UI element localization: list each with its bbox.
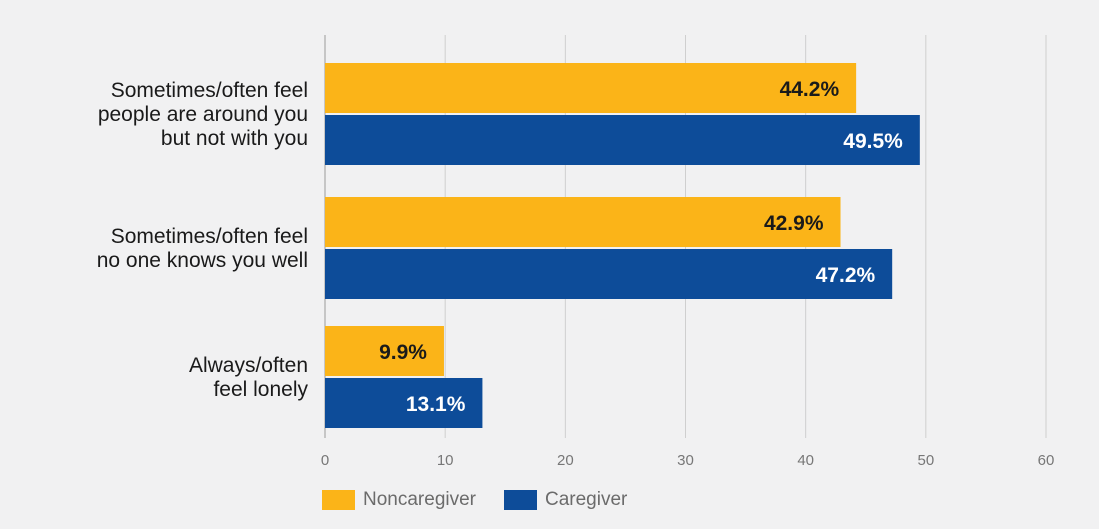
legend-item-noncaregiver: Noncaregiver [322, 489, 476, 511]
legend-swatch-caregiver [504, 490, 537, 510]
data-label: 42.9% [764, 212, 824, 235]
x-tick-label: 10 [437, 452, 454, 469]
category-label: Sometimes/often feel [111, 225, 308, 248]
x-tick-label: 0 [321, 452, 329, 469]
x-tick-label: 30 [677, 452, 694, 469]
x-tick-label: 40 [797, 452, 814, 469]
bar [325, 326, 444, 376]
bar [325, 197, 841, 247]
category-label: Sometimes/often feel [111, 79, 308, 102]
legend-swatch-noncaregiver [322, 490, 355, 510]
x-tick-label: 60 [1038, 452, 1055, 469]
category-label: feel lonely [213, 378, 308, 401]
bar [325, 378, 483, 428]
category-label: Always/often [189, 354, 308, 377]
legend-label-caregiver: Caregiver [545, 489, 628, 510]
data-label: 9.9% [379, 341, 427, 364]
category-label: people are around you [98, 103, 308, 126]
legend-item-caregiver: Caregiver [504, 489, 627, 511]
category-label: but not with you [161, 127, 308, 150]
x-tick-label: 50 [917, 452, 934, 469]
data-label: 44.2% [780, 78, 840, 101]
legend: Noncaregiver Caregiver [322, 489, 627, 511]
x-tick-label: 20 [557, 452, 574, 469]
data-label: 49.5% [843, 130, 903, 153]
category-label: no one knows you well [97, 249, 308, 272]
data-label: 13.1% [406, 393, 466, 416]
bar [325, 115, 920, 165]
bar [325, 249, 893, 299]
bar [325, 63, 857, 113]
data-label: 47.2% [816, 264, 876, 287]
legend-label-noncaregiver: Noncaregiver [363, 489, 476, 510]
